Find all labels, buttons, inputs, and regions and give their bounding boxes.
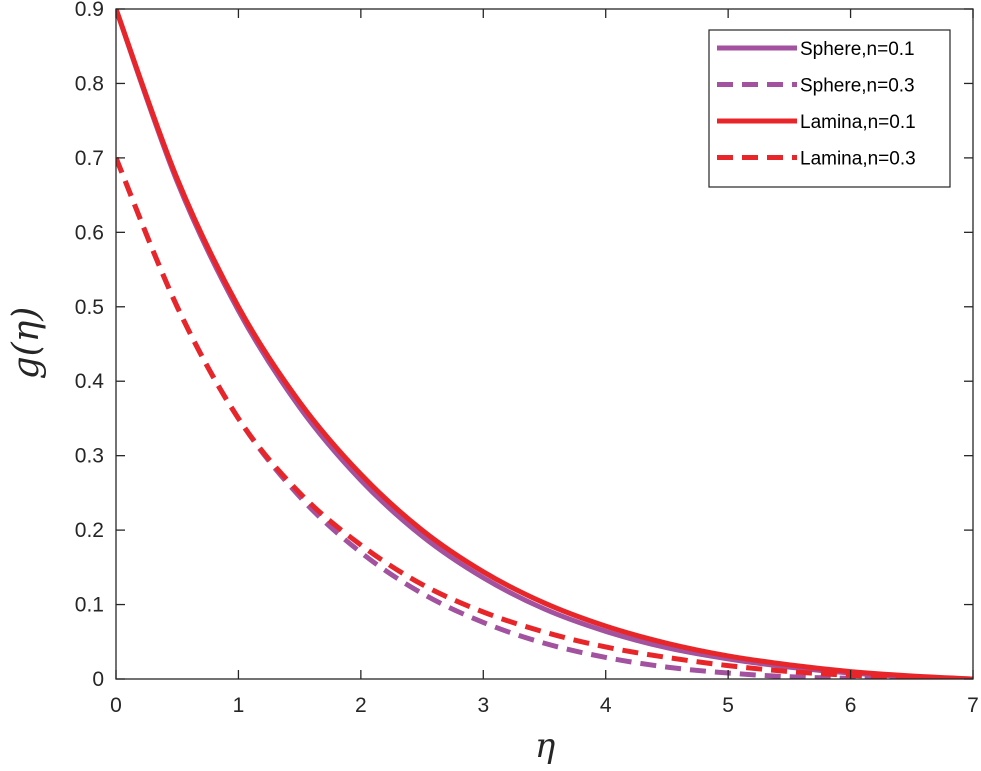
y-tick-label: 0.3 bbox=[75, 445, 104, 468]
axis-ticks: 0 1 2 3 4 5 6 7 0 0.1 0.2 0.3 0.4 0.5 0.6 0.7 0.8 0.9 bbox=[75, 0, 979, 717]
series-group bbox=[116, 9, 973, 679]
x-tick-label: 0 bbox=[110, 694, 122, 717]
x-axis-label: η bbox=[535, 726, 556, 766]
legend-label-lamina-n-0-1: Lamina,n=0.1 bbox=[800, 112, 916, 133]
legend-label-sphere-n-0-1: Sphere,n=0.1 bbox=[800, 39, 915, 60]
x-tick-label: 1 bbox=[233, 694, 245, 717]
y-tick-label: 0.1 bbox=[75, 594, 104, 617]
y-tick-label: 0.6 bbox=[75, 221, 104, 244]
legend-box bbox=[708, 29, 951, 188]
y-tick-label: 0.7 bbox=[75, 147, 104, 170]
y-tick-label: 0 bbox=[92, 668, 104, 691]
y-tick-label: 0.5 bbox=[75, 296, 104, 319]
x-tick-label: 7 bbox=[967, 694, 979, 717]
series-line-lamina-n-0-1 bbox=[116, 9, 973, 679]
y-tick-label: 0.8 bbox=[75, 72, 104, 95]
axes-box bbox=[115, 8, 974, 680]
x-tick-label: 2 bbox=[355, 694, 367, 717]
x-tick-label: 3 bbox=[477, 694, 489, 717]
y-tick-label: 0.9 bbox=[75, 0, 104, 21]
plot-area bbox=[116, 9, 973, 679]
y-axis-label: g(η) bbox=[6, 307, 47, 380]
legend: Sphere,n=0.1 Sphere,n=0.3 Lamina,n=0.1 Lami… bbox=[708, 29, 951, 188]
x-tick-label: 6 bbox=[845, 694, 857, 717]
y-tick-label: 0.4 bbox=[75, 370, 105, 393]
y-tick-label: 0.2 bbox=[75, 519, 104, 542]
x-tick-label: 5 bbox=[722, 694, 734, 717]
legend-label-sphere-n-0-3: Sphere,n=0.3 bbox=[800, 76, 915, 97]
series-line-sphere-n-0-3 bbox=[116, 156, 973, 679]
legend-label-lamina-n-0-3: Lamina,n=0.3 bbox=[800, 149, 916, 170]
x-tick-label: 4 bbox=[600, 694, 612, 717]
